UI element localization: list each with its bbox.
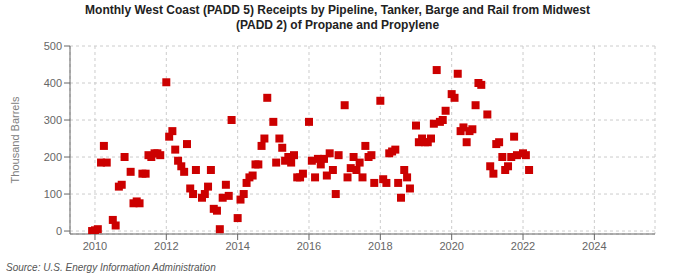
svg-text:500: 500 bbox=[44, 40, 62, 52]
svg-text:400: 400 bbox=[44, 77, 62, 89]
html-text:Source: U.S. Energy Informatio: Source: U.S. Energy Information Administ… bbox=[6, 262, 216, 273]
svg-text:Thousand Barrels: Thousand Barrels bbox=[9, 96, 21, 183]
svg-text:0: 0 bbox=[56, 225, 62, 237]
svg-text:2016: 2016 bbox=[297, 240, 321, 252]
svg-text:2018: 2018 bbox=[368, 240, 392, 252]
svg-text:300: 300 bbox=[44, 114, 62, 126]
svg-text:100: 100 bbox=[44, 188, 62, 200]
svg-text:2012: 2012 bbox=[154, 240, 178, 252]
svg-text:2014: 2014 bbox=[225, 240, 249, 252]
svg-text:2010: 2010 bbox=[83, 240, 107, 252]
svg-text:2020: 2020 bbox=[439, 240, 463, 252]
html-text:Monthly West Coast (PADD 5) Re: Monthly West Coast (PADD 5) Receipts by … bbox=[85, 3, 590, 32]
svg-text:2024: 2024 bbox=[582, 240, 606, 252]
svg-text:200: 200 bbox=[44, 151, 62, 163]
svg-text:2022: 2022 bbox=[511, 240, 535, 252]
